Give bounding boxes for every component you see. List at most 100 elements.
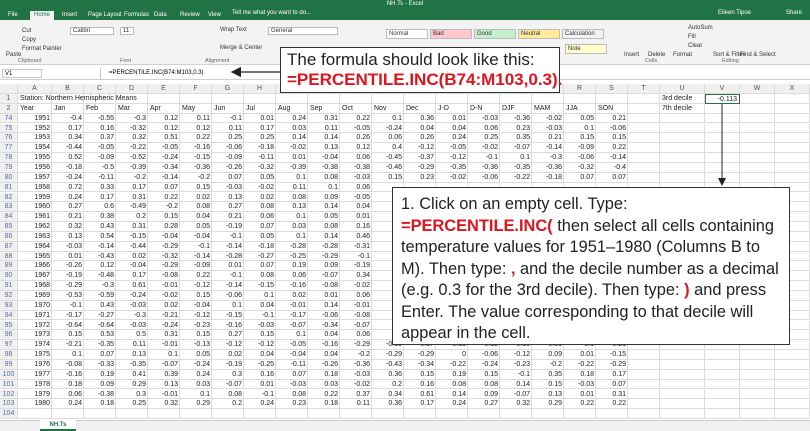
cell[interactable] bbox=[628, 379, 660, 390]
cell[interactable] bbox=[148, 369, 180, 380]
cell[interactable] bbox=[116, 281, 148, 291]
formula-input[interactable]: =PERCENTILE.INC(B74:M103,0.3) bbox=[100, 68, 204, 79]
cell[interactable] bbox=[212, 94, 244, 104]
cell[interactable] bbox=[212, 399, 244, 410]
name-box[interactable]: V1 bbox=[2, 69, 42, 78]
row-header[interactable]: 92 bbox=[0, 291, 18, 301]
ribbon-button[interactable]: Format bbox=[673, 52, 693, 58]
ribbon-button[interactable]: Normal bbox=[386, 29, 428, 39]
cell[interactable] bbox=[148, 281, 180, 291]
cell[interactable] bbox=[308, 409, 340, 419]
row-header[interactable]: 76 bbox=[0, 133, 18, 144]
cell[interactable] bbox=[628, 123, 660, 134]
cell[interactable] bbox=[52, 251, 84, 262]
cell[interactable] bbox=[212, 369, 244, 380]
row-header[interactable]: 103 bbox=[0, 399, 18, 410]
cell[interactable] bbox=[436, 409, 468, 419]
cell[interactable] bbox=[500, 359, 532, 370]
cell[interactable] bbox=[116, 350, 148, 360]
cell[interactable] bbox=[276, 202, 308, 213]
cell[interactable] bbox=[148, 153, 180, 163]
row-header[interactable]: 99 bbox=[0, 359, 18, 370]
cell[interactable] bbox=[180, 350, 212, 360]
cell[interactable] bbox=[148, 222, 180, 232]
cell[interactable] bbox=[340, 271, 372, 282]
cell[interactable] bbox=[308, 212, 340, 222]
cell[interactable] bbox=[148, 172, 180, 183]
cell[interactable] bbox=[18, 222, 52, 232]
cell[interactable] bbox=[564, 153, 596, 163]
cell[interactable] bbox=[532, 359, 564, 370]
cell[interactable] bbox=[180, 399, 212, 410]
cell[interactable] bbox=[532, 123, 564, 134]
cell[interactable] bbox=[18, 212, 52, 222]
cell[interactable] bbox=[84, 222, 116, 232]
cell[interactable] bbox=[276, 300, 308, 311]
cell[interactable] bbox=[244, 389, 276, 400]
cell[interactable] bbox=[244, 310, 276, 321]
cell[interactable] bbox=[740, 162, 775, 173]
cell[interactable] bbox=[436, 379, 468, 390]
row-header[interactable]: 81 bbox=[0, 182, 18, 193]
cell[interactable] bbox=[18, 192, 52, 203]
cell[interactable] bbox=[308, 330, 340, 341]
cell[interactable] bbox=[84, 133, 116, 144]
cell[interactable] bbox=[212, 202, 244, 213]
cell[interactable] bbox=[532, 389, 564, 400]
ribbon-button[interactable]: Merge & Center bbox=[220, 45, 263, 51]
cell[interactable] bbox=[340, 94, 372, 104]
cell[interactable] bbox=[628, 94, 660, 104]
cell[interactable] bbox=[404, 379, 436, 390]
cell[interactable] bbox=[116, 369, 148, 380]
cell[interactable] bbox=[532, 369, 564, 380]
cell[interactable] bbox=[116, 291, 148, 301]
cell[interactable] bbox=[436, 103, 468, 114]
cell[interactable] bbox=[212, 133, 244, 144]
cell[interactable] bbox=[308, 231, 340, 242]
cell[interactable] bbox=[308, 103, 340, 114]
cell[interactable] bbox=[180, 212, 212, 222]
cell[interactable] bbox=[340, 379, 372, 390]
cell[interactable] bbox=[340, 291, 372, 301]
cell[interactable] bbox=[660, 103, 705, 114]
cell[interactable] bbox=[308, 310, 340, 321]
cell[interactable] bbox=[308, 251, 340, 262]
cell[interactable] bbox=[244, 172, 276, 183]
ribbon-button[interactable]: Cut bbox=[22, 28, 32, 34]
cell[interactable] bbox=[52, 182, 84, 193]
ribbon-button[interactable]: Note bbox=[565, 44, 607, 54]
cell[interactable] bbox=[52, 172, 84, 183]
cell[interactable] bbox=[276, 133, 308, 144]
cell[interactable] bbox=[372, 123, 404, 134]
ribbon-tab[interactable]: Review bbox=[180, 12, 200, 18]
cell[interactable] bbox=[244, 261, 276, 272]
cell[interactable] bbox=[705, 399, 740, 410]
column-header[interactable]: R bbox=[564, 84, 596, 94]
cell[interactable] bbox=[705, 359, 740, 370]
cell[interactable] bbox=[84, 182, 116, 193]
cell[interactable] bbox=[660, 153, 705, 163]
sheet-tab[interactable]: NH.Ts bbox=[40, 420, 76, 431]
column-header[interactable]: G bbox=[212, 84, 244, 94]
cell[interactable] bbox=[180, 182, 212, 193]
cell[interactable] bbox=[18, 241, 52, 252]
cell[interactable] bbox=[628, 172, 660, 183]
cell[interactable] bbox=[404, 350, 436, 360]
cell[interactable] bbox=[276, 162, 308, 173]
cell[interactable] bbox=[308, 300, 340, 311]
cell[interactable] bbox=[180, 359, 212, 370]
row-header[interactable]: 88 bbox=[0, 251, 18, 262]
cell[interactable] bbox=[212, 241, 244, 252]
cell[interactable] bbox=[116, 212, 148, 222]
result-cell[interactable]: -0.113 bbox=[705, 94, 740, 104]
cell[interactable] bbox=[500, 94, 532, 104]
column-header[interactable]: C bbox=[84, 84, 116, 94]
cell[interactable] bbox=[148, 202, 180, 213]
cell[interactable] bbox=[660, 123, 705, 134]
cell[interactable] bbox=[500, 399, 532, 410]
cell[interactable] bbox=[212, 340, 244, 351]
cell[interactable] bbox=[740, 133, 775, 144]
cell[interactable] bbox=[564, 389, 596, 400]
cell[interactable] bbox=[84, 369, 116, 380]
cell[interactable] bbox=[84, 399, 116, 410]
